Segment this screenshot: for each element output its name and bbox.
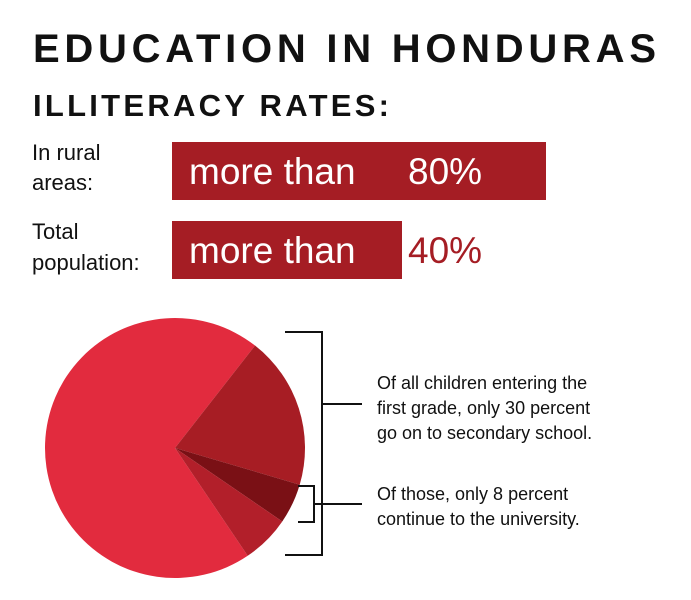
pie-slice <box>175 448 300 522</box>
note: Of those, only 8 percent <box>377 484 568 504</box>
row-label: population: <box>32 250 140 275</box>
note: go on to secondary school. <box>377 423 592 443</box>
row-label: In rural <box>32 140 100 165</box>
note: Of all children entering the <box>377 373 587 393</box>
row-label: Total <box>32 219 78 244</box>
pie-slice <box>175 345 305 485</box>
box-value: 80% <box>408 151 482 192</box>
pie-slice <box>45 318 256 578</box>
pie <box>45 318 305 578</box>
note: continue to the university. <box>377 509 580 529</box>
row-label: areas: <box>32 170 93 195</box>
box-value: 40% <box>408 230 482 271</box>
highlight-box <box>172 142 546 200</box>
note: first grade, only 30 percent <box>377 398 590 418</box>
box-text: more than <box>189 230 356 271</box>
pie-slice <box>175 448 283 556</box>
subtitle: ILLITERACY RATES: <box>33 88 389 123</box>
box-text: more than <box>189 151 356 192</box>
highlight-box <box>172 221 402 279</box>
bracket <box>285 331 362 556</box>
bracket <box>298 485 362 523</box>
title: EDUCATION IN HONDURAS <box>33 27 656 71</box>
